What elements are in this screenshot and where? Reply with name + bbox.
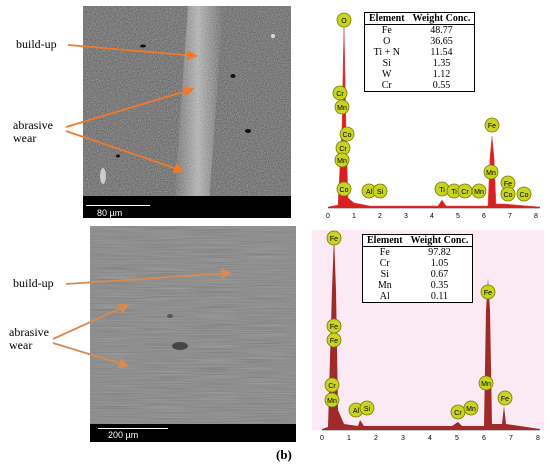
arrow-abrasive-top-1 bbox=[65, 86, 195, 128]
sem-texture-bottom bbox=[90, 226, 296, 442]
svg-text:Cr: Cr bbox=[339, 146, 347, 153]
svg-text:Mn: Mn bbox=[327, 398, 337, 405]
svg-text:Al: Al bbox=[353, 408, 360, 415]
svg-text:Ti: Ti bbox=[451, 189, 457, 196]
svg-text:5: 5 bbox=[456, 213, 460, 220]
label-abrasive-bottom: abrasive wear bbox=[9, 325, 49, 352]
svg-text:3: 3 bbox=[404, 213, 408, 220]
svg-text:Co: Co bbox=[520, 192, 529, 199]
svg-text:1: 1 bbox=[352, 213, 356, 220]
arrow-buildup-bottom bbox=[65, 268, 232, 285]
svg-text:Cr: Cr bbox=[461, 189, 469, 196]
svg-text:4: 4 bbox=[430, 213, 434, 220]
sem-texture-top bbox=[83, 6, 291, 218]
svg-text:4: 4 bbox=[428, 435, 432, 442]
scale-bar-top bbox=[86, 205, 150, 206]
svg-text:Co: Co bbox=[504, 192, 513, 199]
scale-bar-bottom bbox=[98, 428, 168, 429]
x-ticks-top: 0 1 2 3 4 5 6 7 8 bbox=[326, 213, 538, 220]
svg-text:5: 5 bbox=[455, 435, 459, 442]
eds-spectrum-top: O Cr Mn Co Cr Mn Co Al Si Ti Ti Cr Mn Fe Mn Fe… bbox=[326, 12, 541, 220]
arrows-bottom bbox=[52, 268, 232, 369]
svg-text:Cr: Cr bbox=[454, 410, 462, 417]
table-header: Weight Conc. bbox=[408, 12, 475, 25]
svg-text:Fe: Fe bbox=[488, 123, 496, 130]
svg-text:8: 8 bbox=[536, 435, 540, 442]
svg-text:Cr: Cr bbox=[336, 91, 344, 98]
svg-text:Mn: Mn bbox=[337, 105, 347, 112]
label-buildup-top: build-up bbox=[16, 37, 57, 51]
svg-text:Mn: Mn bbox=[481, 381, 491, 388]
scale-label-bottom: 200 µm bbox=[108, 430, 139, 440]
arrow-abrasive-bottom-1 bbox=[52, 303, 130, 340]
svg-text:Mn: Mn bbox=[474, 189, 484, 196]
sem-image-bottom bbox=[90, 226, 296, 442]
svg-text:Cr: Cr bbox=[328, 383, 336, 390]
table-header: Element bbox=[364, 12, 409, 25]
svg-text:7: 7 bbox=[509, 435, 513, 442]
svg-text:Fe: Fe bbox=[484, 290, 492, 297]
svg-text:Si: Si bbox=[377, 189, 384, 196]
svg-text:0: 0 bbox=[320, 435, 324, 442]
arrow-abrasive-bottom-2 bbox=[52, 342, 130, 369]
composition-table-top: Element Weight Conc. Fe 48.77 O 36.65 Ti + … bbox=[364, 12, 476, 92]
svg-text:7: 7 bbox=[508, 213, 512, 220]
svg-text:Ti: Ti bbox=[439, 187, 445, 194]
svg-text:2: 2 bbox=[378, 213, 382, 220]
eds-spectrum-bottom: Fe Fe Fe Cr Mn Al Si Cr Mn Fe Mn Fe 0 1 2 3 4 5 6… bbox=[312, 230, 544, 442]
arrow-buildup-top bbox=[67, 44, 198, 61]
svg-text:6: 6 bbox=[482, 213, 486, 220]
svg-text:Fe: Fe bbox=[504, 181, 512, 188]
svg-text:8: 8 bbox=[534, 213, 538, 220]
svg-text:Fe: Fe bbox=[501, 396, 509, 403]
svg-text:Mn: Mn bbox=[337, 158, 347, 165]
label-abrasive-top: abrasive wear bbox=[13, 118, 53, 145]
svg-text:Al: Al bbox=[366, 189, 373, 196]
svg-text:1: 1 bbox=[347, 435, 351, 442]
svg-text:Fe: Fe bbox=[330, 338, 338, 345]
x-ticks-bottom: 0 1 2 3 4 5 6 7 8 bbox=[320, 435, 540, 442]
svg-text:0: 0 bbox=[326, 213, 330, 220]
scale-label-top: 80 µm bbox=[97, 208, 123, 218]
arrow-abrasive-top-2 bbox=[65, 130, 185, 174]
svg-text:3: 3 bbox=[401, 435, 405, 442]
composition-table-bottom: Element Weight Conc. Fe 97.82 Cr 1.05 Si 0.6… bbox=[362, 234, 474, 303]
svg-text:2: 2 bbox=[374, 435, 378, 442]
svg-text:Fe: Fe bbox=[330, 324, 338, 331]
svg-text:Fe: Fe bbox=[330, 236, 338, 243]
svg-text:Si: Si bbox=[364, 406, 371, 413]
peak-label: O bbox=[341, 18, 347, 25]
label-buildup-bottom: build-up bbox=[13, 276, 54, 290]
sem-image-top bbox=[83, 6, 291, 218]
arrows-top bbox=[65, 44, 198, 174]
svg-text:Mn: Mn bbox=[486, 170, 496, 177]
figure-caption: (b) bbox=[276, 447, 292, 462]
svg-text:Mn: Mn bbox=[466, 406, 476, 413]
svg-text:6: 6 bbox=[482, 435, 486, 442]
peak-O-top bbox=[336, 12, 352, 28]
svg-text:Co: Co bbox=[343, 132, 352, 139]
svg-text:Co: Co bbox=[340, 187, 349, 194]
